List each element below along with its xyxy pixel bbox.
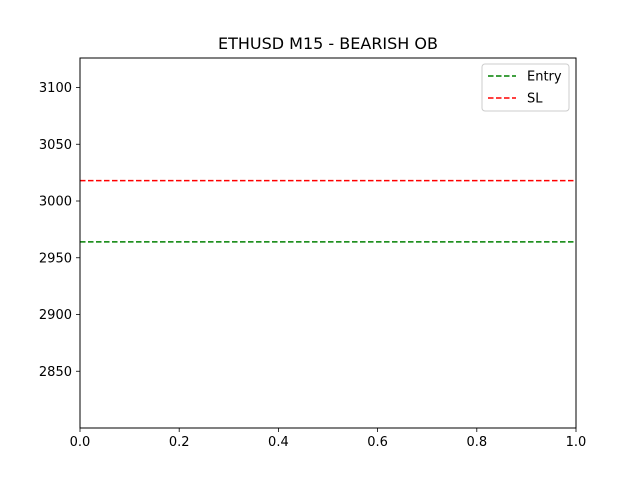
chart-title: ETHUSD M15 - BEARISH OB [218, 34, 438, 53]
x-tick-label: 0.2 [169, 435, 190, 450]
series-layer [80, 179, 576, 243]
legend-label-sl: SL [527, 92, 543, 107]
x-tick-label: 1.0 [566, 435, 587, 450]
y-tick-label: 3100 [39, 81, 72, 96]
x-tick-label: 0.6 [367, 435, 388, 450]
y-tick-label: 2950 [39, 251, 72, 266]
y-tick-label: 2850 [39, 365, 72, 380]
x-tick-label: 0.0 [70, 435, 91, 450]
legend: Entry SL [481, 63, 570, 112]
legend-label-entry: Entry [527, 70, 562, 85]
x-tick-label: 0.4 [268, 435, 289, 450]
x-axis: 0.0 0.2 0.4 0.6 0.8 1.0 [70, 428, 587, 450]
y-axis: 2850 2900 2950 3000 3050 3100 [39, 81, 80, 380]
x-tick-label: 0.8 [466, 435, 487, 450]
y-tick-label: 2900 [39, 308, 72, 323]
plot-area [80, 58, 576, 428]
plot-frame [79, 57, 577, 429]
y-tick-label: 3000 [39, 195, 72, 210]
y-tick-label: 3050 [39, 138, 72, 153]
legend-box [481, 63, 570, 112]
